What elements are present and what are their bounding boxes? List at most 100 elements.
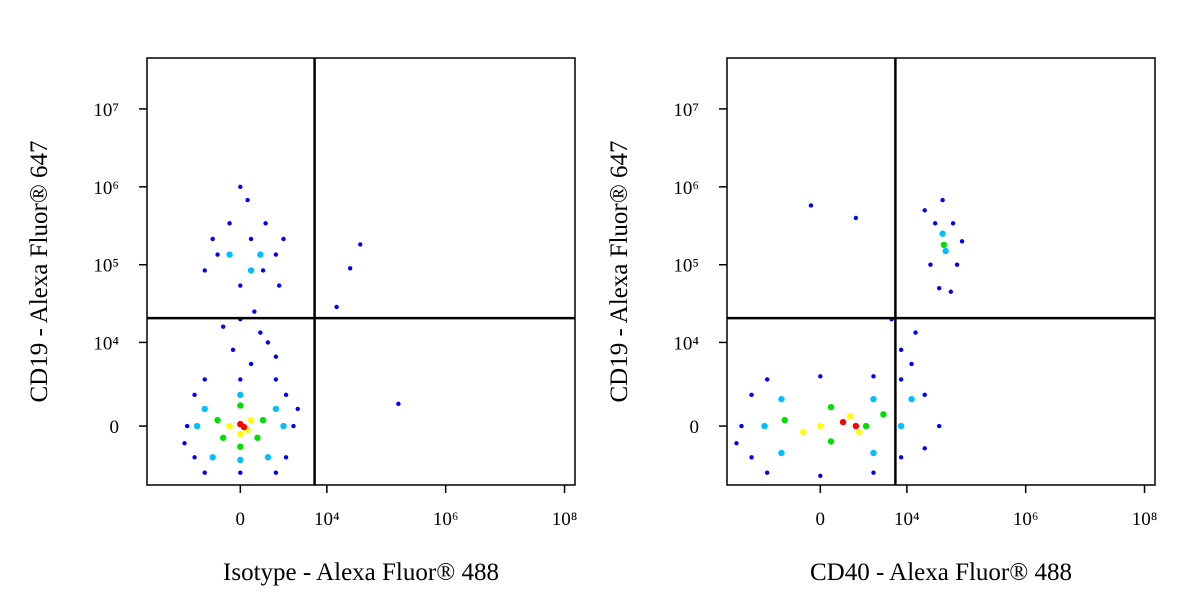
- data-point: [184, 423, 190, 429]
- data-point: [238, 377, 243, 382]
- data-point: [238, 470, 243, 475]
- data-point: [248, 361, 254, 367]
- data-point: [897, 422, 905, 430]
- data-point: [908, 395, 915, 403]
- data-point: [237, 430, 244, 438]
- data-point: [778, 449, 785, 457]
- data-point: [913, 330, 918, 335]
- data-point: [252, 309, 257, 314]
- data-point: [193, 422, 201, 430]
- data-point: [818, 374, 823, 379]
- data-point: [265, 340, 271, 345]
- x-tick-label: 0: [236, 509, 246, 530]
- data-point: [259, 416, 267, 424]
- data-point: [257, 251, 264, 258]
- data-point: [220, 324, 226, 329]
- data-point: [283, 455, 289, 460]
- y-tick-label: 10⁴: [673, 333, 699, 354]
- data-point: [749, 392, 754, 398]
- y-tick-label: 10⁵: [93, 256, 119, 277]
- data-point: [749, 455, 754, 460]
- data-point: [396, 401, 401, 407]
- data-point: [215, 252, 220, 257]
- data-point: [260, 268, 266, 273]
- x-tick-label: 10⁸: [552, 509, 578, 530]
- data-point: [898, 455, 904, 460]
- data-point: [799, 428, 807, 436]
- data-point: [227, 221, 232, 226]
- data-point: [871, 374, 876, 379]
- data-point: [248, 236, 254, 242]
- y-tick-label: 10⁶: [93, 178, 119, 199]
- data-point: [202, 377, 207, 382]
- data-point: [358, 242, 363, 247]
- data-point: [734, 441, 739, 446]
- y-tick-label: 10⁷: [93, 100, 119, 121]
- data-point: [258, 330, 263, 335]
- y-tick-label: 10⁶: [673, 178, 699, 199]
- data-point: [959, 239, 965, 244]
- y-axis-title: CD19 - Alexa Fluor® 647: [606, 140, 633, 402]
- data-point: [764, 470, 770, 475]
- data-point: [210, 236, 215, 242]
- data-point: [295, 406, 300, 412]
- data-point: [238, 184, 243, 190]
- data-point: [936, 423, 942, 429]
- data-point: [739, 423, 744, 429]
- data-point: [764, 377, 770, 382]
- data-point: [846, 413, 854, 420]
- data-point: [280, 422, 287, 430]
- data-point: [898, 377, 904, 382]
- data-point: [240, 423, 248, 431]
- data-point: [880, 411, 887, 418]
- data-point: [209, 454, 216, 461]
- x-tick-label: 10⁶: [433, 509, 459, 530]
- data-point: [273, 470, 279, 475]
- data-point: [870, 449, 877, 457]
- data-point: [954, 262, 960, 267]
- data-point: [226, 422, 233, 430]
- data-point: [909, 361, 914, 367]
- x-tick-label: 10⁴: [314, 509, 340, 530]
- data-point: [202, 268, 207, 273]
- data-point: [932, 221, 938, 226]
- data-point: [778, 395, 785, 403]
- data-point: [922, 392, 927, 398]
- y-tick-label: 10⁴: [93, 333, 119, 354]
- data-point: [871, 470, 876, 475]
- data-point: [950, 221, 956, 226]
- flow-plot: 0 10⁴ 10⁶ 10⁸ 0 10⁴ 10⁵ 10⁶ 10⁷ Isotype - Alexa F…: [26, 57, 578, 586]
- data-point: [254, 434, 261, 441]
- data-point: [939, 230, 946, 237]
- data-point: [263, 221, 268, 226]
- data-point: [853, 215, 859, 221]
- plot-frame: [146, 57, 576, 486]
- data-point: [839, 418, 847, 426]
- data-point: [852, 422, 860, 430]
- data-point: [237, 391, 244, 399]
- data-point: [855, 428, 863, 436]
- x-axis-title: CD40 - Alexa Fluor® 488: [810, 559, 1072, 586]
- data-point: [827, 438, 835, 445]
- data-point: [922, 446, 927, 451]
- data-point: [898, 347, 904, 353]
- data-point: [238, 283, 243, 288]
- data-point: [192, 455, 197, 460]
- data-point: [230, 347, 236, 353]
- data-point: [264, 454, 272, 461]
- data-point: [928, 262, 933, 267]
- data-point: [276, 283, 282, 288]
- data-point: [291, 423, 296, 429]
- data-point: [272, 405, 280, 413]
- data-point: [808, 203, 814, 208]
- data-point: [817, 422, 824, 430]
- data-point: [862, 422, 870, 430]
- y-tick-label: 10⁷: [673, 100, 699, 121]
- data-point: [247, 267, 255, 274]
- data-point: [936, 285, 942, 291]
- x-tick-label: 10⁸: [1132, 509, 1158, 530]
- data-point: [827, 403, 835, 411]
- data-point: [192, 392, 197, 398]
- data-point: [226, 251, 233, 258]
- data-point: [202, 470, 207, 475]
